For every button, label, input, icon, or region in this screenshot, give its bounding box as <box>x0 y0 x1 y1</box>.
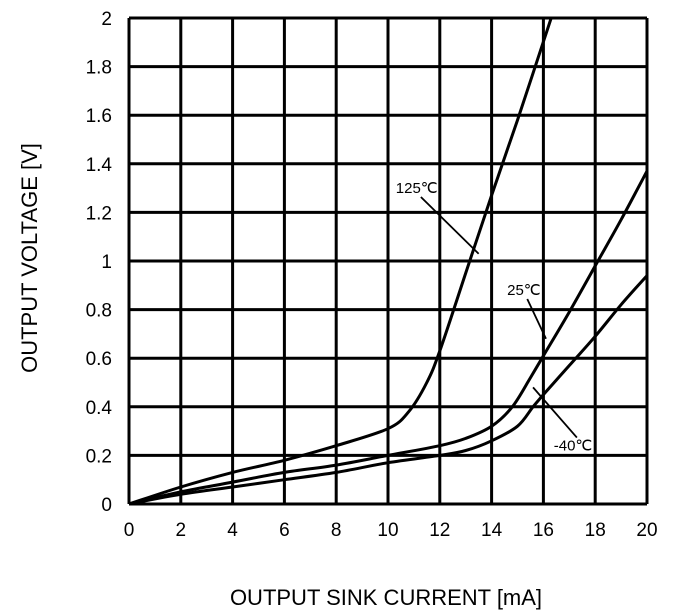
grid <box>127 16 649 506</box>
annotation-label: -40℃ <box>554 438 593 455</box>
x-tick-label: 18 <box>585 520 606 541</box>
x-tick-label: 0 <box>124 520 135 541</box>
x-axis-label: OUTPUT SINK CURRENT [mA] <box>230 585 542 610</box>
x-tick-labels: 0 2 4 6 8 10 12 14 16 18 20 <box>124 520 658 541</box>
y-axis-label: OUTPUT VOLTAGE [V] <box>17 143 42 373</box>
y-tick-label: 0.2 <box>86 446 112 467</box>
x-tick-label: 6 <box>279 520 290 541</box>
annotation-leaders <box>420 196 578 439</box>
annotation-label: 125℃ <box>396 180 438 197</box>
x-tick-label: 14 <box>481 520 503 541</box>
y-tick-label: 0.4 <box>86 398 113 419</box>
y-tick-label: 1.8 <box>86 58 112 79</box>
x-tick-label: 4 <box>227 520 238 541</box>
annotation-leader-line <box>526 298 547 340</box>
y-tick-label: 0.6 <box>86 349 112 370</box>
y-tick-label: 1.2 <box>86 203 112 224</box>
x-tick-label: 12 <box>429 520 450 541</box>
annotation-leader-line <box>420 196 480 255</box>
series-line-25 <box>128 170 649 506</box>
y-tick-labels: 0 0.2 0.4 0.6 0.8 1 1.2 1.4 1.6 1.8 2 <box>86 9 113 516</box>
x-tick-label: 10 <box>377 520 398 541</box>
x-tick-label: 2 <box>176 520 187 541</box>
series-line-125 <box>128 17 553 506</box>
x-tick-label: 8 <box>331 520 342 541</box>
y-tick-label: 1 <box>101 252 112 273</box>
series-curves <box>128 17 649 506</box>
y-tick-label: 1.4 <box>86 155 113 176</box>
x-tick-label: 20 <box>636 520 657 541</box>
y-tick-label: 1.6 <box>86 106 112 127</box>
y-tick-label: 2 <box>101 9 112 30</box>
annotation-labels: 125℃ 25℃ -40℃ <box>396 180 593 455</box>
y-tick-label: 0.8 <box>86 301 112 322</box>
annotation-label: 25℃ <box>507 282 541 299</box>
annotation-leader-line <box>532 386 578 439</box>
x-tick-label: 16 <box>533 520 554 541</box>
series-line--40 <box>128 274 649 506</box>
y-tick-label: 0 <box>101 495 112 516</box>
